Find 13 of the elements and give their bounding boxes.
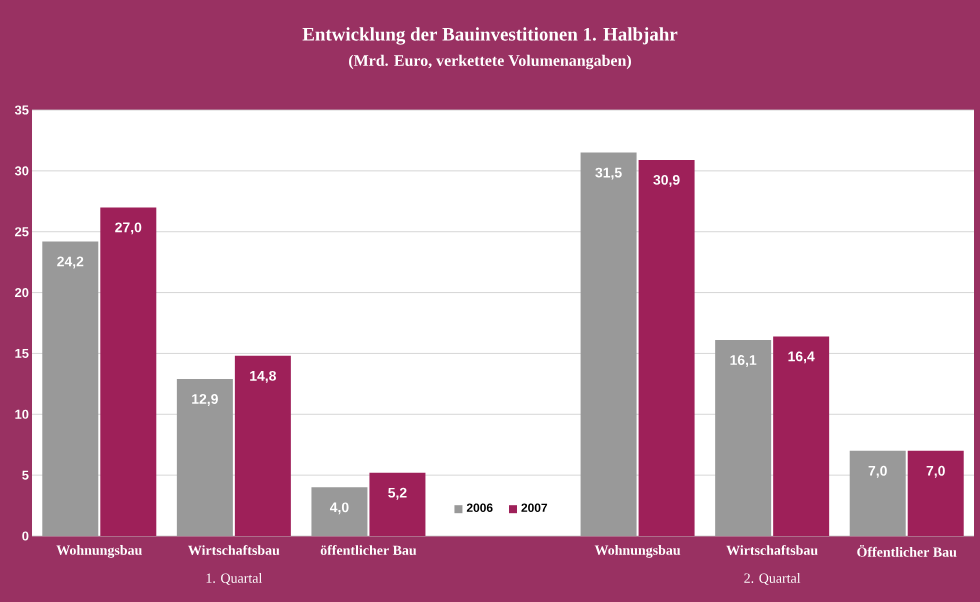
chart-title: Entwicklung der Bauinvestitionen 1. Halbjahr — [302, 27, 678, 45]
bar — [638, 159, 695, 536]
bar — [234, 355, 291, 536]
bar — [773, 336, 830, 536]
bar — [907, 450, 964, 536]
bar — [715, 340, 772, 536]
bar — [311, 487, 368, 536]
bar — [42, 241, 99, 536]
bar — [849, 450, 906, 536]
bar — [176, 378, 233, 536]
bar — [369, 472, 426, 536]
bar — [580, 152, 637, 536]
bar — [100, 207, 157, 536]
